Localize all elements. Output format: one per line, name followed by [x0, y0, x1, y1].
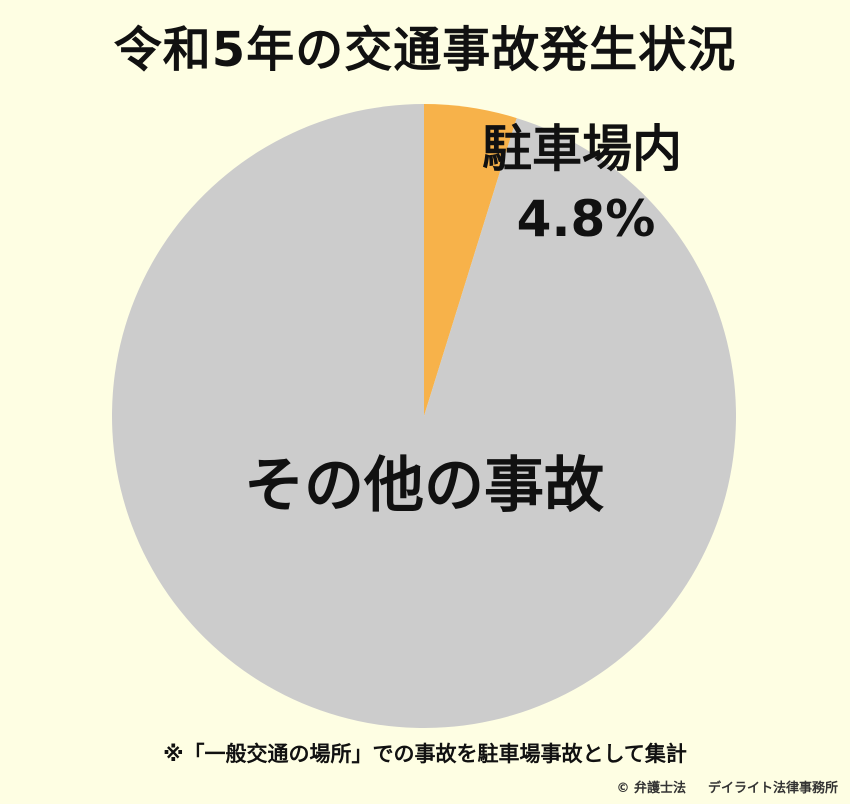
slice-label-0: 駐車場内 [482, 120, 682, 178]
pie-slice-1 [112, 104, 737, 729]
chart-title: 令和5年の交通事故発生状況 [113, 22, 737, 78]
credit: © 弁護士法 デイライト法律事務所 [594, 777, 838, 796]
slice-value-0: 4.8% [517, 190, 656, 248]
footnote: ※「一般交通の場所」での事故を駐車場事故として集計 [163, 742, 687, 766]
credit-copyright: © 弁護士法 [616, 781, 686, 796]
slice-label-1: その他の事故 [244, 451, 604, 521]
credit-firm: デイライト法律事務所 [707, 781, 838, 796]
pie-slice-0 [424, 104, 517, 416]
